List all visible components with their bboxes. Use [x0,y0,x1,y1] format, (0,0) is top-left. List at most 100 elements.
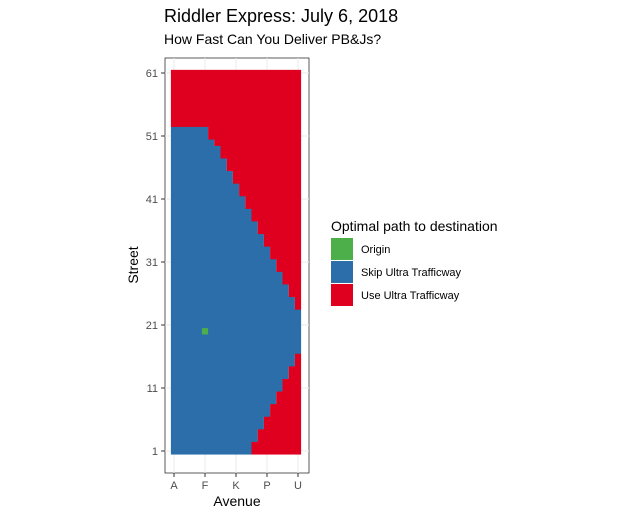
cell-skip-street-39 [171,208,252,215]
cell-skip-street-3 [171,435,258,442]
cell-use-street-59 [171,82,301,89]
cell-use-street-12 [283,379,302,386]
x-tick-label: U [294,480,302,492]
cell-use-street-1 [252,448,302,455]
cell-use-street-57 [171,95,301,102]
cell-skip-street-31 [171,259,276,266]
legend-key-2 [331,284,353,306]
cell-use-street-60 [171,76,301,83]
cell-use-street-48 [221,152,302,159]
cell-use-street-58 [171,89,301,96]
cell-use-street-35 [264,234,301,241]
x-tick-label: F [202,480,209,492]
x-tick-label: A [170,480,178,492]
cell-use-street-25 [295,297,301,304]
cell-skip-street-34 [171,240,264,247]
cell-skip-street-32 [171,253,270,260]
cell-use-street-37 [258,221,301,228]
cell-skip-street-48 [171,152,221,159]
cell-skip-street-52 [171,127,208,134]
cell-skip-street-27 [171,284,289,291]
cell-skip-street-12 [171,379,283,386]
cell-use-street-40 [245,202,301,209]
cell-skip-street-46 [171,164,227,171]
cell-use-street-7 [270,410,301,417]
cell-use-street-13 [289,372,301,379]
legend-label-1: Skip Ultra Trafficway [361,267,462,279]
cell-skip-street-14 [171,366,289,373]
cell-skip-street-18 [171,341,301,348]
cell-use-street-49 [221,145,302,152]
cell-use-street-52 [208,127,301,134]
cell-use-street-53 [171,120,301,127]
chart-title: Riddler Express: July 6, 2018 [164,6,398,26]
cell-skip-street-21 [171,322,301,329]
cell-use-street-24 [295,303,301,310]
legend-key-1 [331,261,353,283]
cell-skip-street-13 [171,372,289,379]
cell-skip-street-15 [171,360,295,367]
cell-skip-street-1 [171,448,252,455]
plot-panel [165,58,309,473]
cell-use-street-61 [171,70,301,77]
cell-use-street-3 [258,435,301,442]
y-tick-label: 21 [146,320,158,332]
cell-skip-street-16 [171,353,295,360]
cell-skip-street-23 [171,309,301,316]
cell-use-street-28 [283,278,302,285]
cell-skip-street-40 [171,202,245,209]
chart-subtitle: How Fast Can You Deliver PB&Js? [164,31,381,47]
cell-skip-street-29 [171,271,283,278]
cell-use-street-34 [264,240,301,247]
cell-use-street-2 [252,442,302,449]
cell-use-street-6 [264,416,301,423]
legend-title: Optimal path to destination [331,218,498,234]
legend-label-2: Use Ultra Trafficway [361,290,460,302]
cell-use-street-51 [208,133,301,140]
cell-skip-street-5 [171,423,264,430]
cell-skip-street-4 [171,429,258,436]
cell-skip-street-38 [171,215,252,222]
cell-skip-street-41 [171,196,245,203]
cell-skip-street-35 [171,234,264,241]
cell-use-street-4 [258,429,301,436]
y-axis-label: Street [125,246,141,283]
cell-skip-street-26 [171,290,289,297]
cell-skip-street-8 [171,404,270,411]
cell-skip-street-25 [171,297,295,304]
legend: Optimal path to destination Origin Skip U… [331,218,498,306]
cell-use-street-45 [233,171,301,178]
cell-use-street-26 [289,290,301,297]
cell-skip-street-30 [171,265,276,272]
cell-use-street-42 [239,190,301,197]
cell-skip-street-33 [171,246,270,253]
y-tick-label: 51 [146,131,158,143]
cell-skip-street-24 [171,303,295,310]
cell-skip-street-45 [171,171,233,178]
cell-skip-street-51 [171,133,208,140]
cell-use-street-46 [227,164,301,171]
cell-use-street-54 [171,114,301,121]
cell-skip-street-44 [171,177,233,184]
x-tick-label: K [232,480,240,492]
cell-skip-street-19 [171,334,301,341]
cell-use-street-9 [276,397,301,404]
cell-skip-street-42 [171,190,239,197]
cell-skip-street-43 [171,183,239,190]
cell-skip-street-10 [171,391,276,398]
cell-use-street-36 [258,227,301,234]
cell-skip-street-28 [171,278,283,285]
x-tick-label: P [263,480,270,492]
cell-use-street-11 [283,385,302,392]
legend-label-0: Origin [361,244,390,256]
cell-skip-street-47 [171,158,227,165]
cell-skip-street-20 [171,328,301,335]
cell-use-street-43 [239,183,301,190]
cell-use-street-50 [214,139,301,146]
cell-use-street-33 [270,246,301,253]
cell-skip-street-9 [171,397,276,404]
cell-use-street-41 [245,196,301,203]
y-tick-label: 41 [146,194,158,206]
cell-skip-street-37 [171,221,258,228]
